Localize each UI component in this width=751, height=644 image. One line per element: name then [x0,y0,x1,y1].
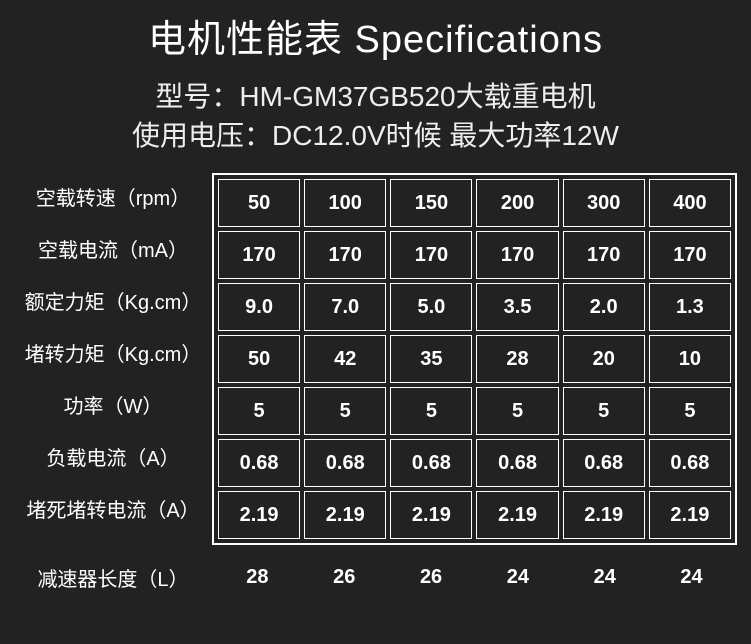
cell: 9.0 [218,283,300,331]
row-headers: 空载转速（rpm） 空载电流（mA） 额定力矩（Kg.cm） 堵转力矩（Kg.c… [14,173,212,545]
footer-val: 24 [561,566,648,589]
cell: 170 [563,231,645,279]
cell: 200 [476,179,558,227]
cell: 0.68 [218,439,300,487]
footer-val: 26 [388,566,475,589]
model-line: 型号：HM-GM37GB520大载重电机 [0,77,751,116]
footer-val: 28 [214,566,301,589]
cell: 10 [649,335,731,383]
cell: 7.0 [304,283,386,331]
row-header: 空载转速（rpm） [14,173,212,225]
row-header: 堵死堵转电流（A） [14,485,212,537]
spec-sheet: 电机性能表 Specifications 型号：HM-GM37GB520大载重电… [0,0,751,644]
footer-values: 28 26 26 24 24 24 [212,566,737,589]
footer-row: 减速器长度（L） 28 26 26 24 24 24 [0,545,751,592]
table-row: 170 170 170 170 170 170 [218,231,731,279]
cell: 170 [649,231,731,279]
cell: 170 [476,231,558,279]
cell: 300 [563,179,645,227]
cell: 5 [476,387,558,435]
table-row: 0.68 0.68 0.68 0.68 0.68 0.68 [218,439,731,487]
cell: 100 [304,179,386,227]
table-row: 50 42 35 28 20 10 [218,335,731,383]
cell: 28 [476,335,558,383]
cell: 5 [218,387,300,435]
table-row: 50 100 150 200 300 400 [218,179,731,227]
cell: 170 [218,231,300,279]
row-header: 额定力矩（Kg.cm） [14,277,212,329]
cell: 5 [649,387,731,435]
cell: 42 [304,335,386,383]
cell: 5 [390,387,472,435]
table-row: 9.0 7.0 5.0 3.5 2.0 1.3 [218,283,731,331]
row-header: 功率（W） [14,381,212,433]
cell: 20 [563,335,645,383]
cell: 2.19 [563,491,645,539]
cell: 5 [563,387,645,435]
cell: 1.3 [649,283,731,331]
cell: 2.19 [218,491,300,539]
table-wrap: 空载转速（rpm） 空载电流（mA） 额定力矩（Kg.cm） 堵转力矩（Kg.c… [0,173,751,545]
cell: 2.19 [390,491,472,539]
spec-table: 50 100 150 200 300 400 170 170 170 170 1… [212,173,737,545]
cell: 5 [304,387,386,435]
row-header: 堵转力矩（Kg.cm） [14,329,212,381]
cell: 0.68 [476,439,558,487]
footer-val: 26 [301,566,388,589]
cell: 5.0 [390,283,472,331]
subtitle-block: 型号：HM-GM37GB520大载重电机 使用电压：DC12.0V时候 最大功率… [0,69,751,173]
voltage-line: 使用电压：DC12.0V时候 最大功率12W [0,116,751,155]
cell: 170 [304,231,386,279]
cell: 400 [649,179,731,227]
cell: 3.5 [476,283,558,331]
cell: 2.0 [563,283,645,331]
footer-label: 减速器长度（L） [14,563,212,592]
table-row: 5 5 5 5 5 5 [218,387,731,435]
row-header: 负载电流（A） [14,433,212,485]
page-title: 电机性能表 Specifications [0,0,751,69]
cell: 50 [218,179,300,227]
cell: 35 [390,335,472,383]
cell: 2.19 [304,491,386,539]
row-header: 空载电流（mA） [14,225,212,277]
cell: 170 [390,231,472,279]
cell: 0.68 [304,439,386,487]
table-row: 2.19 2.19 2.19 2.19 2.19 2.19 [218,491,731,539]
cell: 0.68 [390,439,472,487]
cell: 50 [218,335,300,383]
cell: 0.68 [649,439,731,487]
footer-val: 24 [474,566,561,589]
cell: 2.19 [476,491,558,539]
cell: 0.68 [563,439,645,487]
cell: 2.19 [649,491,731,539]
cell: 150 [390,179,472,227]
footer-val: 24 [648,566,735,589]
